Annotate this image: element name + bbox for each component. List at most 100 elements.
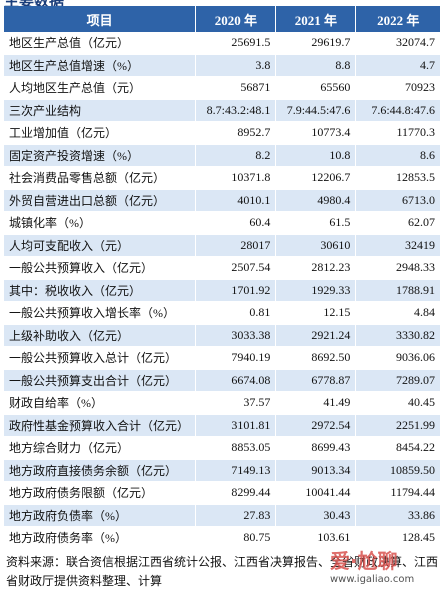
cell-value: 8699.43 (275, 436, 357, 460)
row-label: 一般公共预算支出合计（亿元） (4, 369, 197, 392)
table-row: 人均地区生产总值（元） 56871 65560 70923 (4, 76, 441, 100)
column-header: 2021 年 (275, 6, 357, 32)
watermark-brand: 爱·尬聊 (330, 549, 398, 573)
cell-value: 4.84 (355, 301, 441, 325)
row-label: 财政自给率（%） (4, 391, 197, 415)
table-row: 一般公共预算收入增长率（%） 0.81 12.15 4.84 (4, 301, 441, 325)
cell-value: 30610 (275, 234, 357, 257)
cell-value: 29619.7 (275, 32, 357, 55)
cell-value: 3101.81 (195, 414, 277, 437)
row-label: 地方政府直接债务余额（亿元） (4, 459, 197, 482)
row-label: 一般公共预算收入增长率（%） (4, 301, 197, 325)
cell-value: 41.49 (275, 391, 357, 415)
cell-value: 2921.24 (275, 324, 357, 347)
cell-value: 12853.5 (355, 166, 441, 190)
row-label: 地方政府债务限额（亿元） (4, 481, 197, 505)
table-row: 工业增加值（亿元） 8952.7 10773.4 11770.3 (4, 121, 441, 145)
cell-value: 12.15 (275, 301, 357, 325)
cell-value: 8853.05 (195, 436, 277, 460)
row-label: 工业增加值（亿元） (4, 121, 197, 145)
row-label: 地区生产总值（亿元） (4, 32, 197, 55)
table-row: 一般公共预算收入（亿元） 2507.54 2812.23 2948.33 (4, 256, 441, 280)
row-label: 固定资产投资增速（%） (4, 144, 197, 167)
cell-value: 80.75 (195, 526, 277, 550)
cell-value: 8952.7 (195, 121, 277, 145)
row-label: 三次产业结构 (4, 99, 197, 122)
cell-value: 60.4 (195, 211, 277, 235)
table-row: 地区生产总值（亿元） 25691.5 29619.7 32074.7 (4, 32, 441, 55)
cell-value: 1701.92 (195, 279, 277, 302)
cell-value: 33.86 (355, 504, 441, 527)
table-row: 地方政府负债率（%） 27.83 30.43 33.86 (4, 504, 441, 527)
cell-value: 10859.50 (355, 459, 441, 482)
cell-value: 6778.87 (275, 369, 357, 392)
table-row: 三次产业结构 8.7:43.2:48.1 7.9:44.5:47.6 7.6:44.8… (4, 99, 441, 122)
cell-value: 27.83 (195, 504, 277, 527)
cell-value: 7.6:44.8:47.6 (355, 99, 441, 122)
cell-value: 11794.44 (355, 481, 441, 505)
cell-value: 56871 (195, 76, 277, 100)
cell-value: 7940.19 (195, 346, 277, 370)
cell-value: 10773.4 (275, 121, 357, 145)
cell-value: 4980.4 (275, 189, 357, 212)
row-label: 一般公共预算收入（亿元） (4, 256, 197, 280)
table-row: 社会消费品零售总额（亿元） 10371.8 12206.7 12853.5 (4, 166, 441, 190)
row-label: 政府性基金预算收入合计（亿元） (4, 414, 197, 437)
column-header: 2020 年 (195, 6, 277, 32)
cell-value: 8692.50 (275, 346, 357, 370)
cell-value: 65560 (275, 76, 357, 100)
row-label: 城镇化率（%） (4, 211, 197, 235)
cell-value: 62.07 (355, 211, 441, 235)
cell-value: 7289.07 (355, 369, 441, 392)
cell-value: 2948.33 (355, 256, 441, 280)
row-label: 外贸自营进出口总额（亿元） (4, 189, 197, 212)
cell-value: 8.7:43.2:48.1 (195, 99, 277, 122)
cell-value: 0.81 (195, 301, 277, 325)
table-row: 固定资产投资增速（%） 8.2 10.8 8.6 (4, 144, 441, 167)
table-row: 地方政府债务限额（亿元） 8299.44 10041.44 11794.44 (4, 481, 441, 505)
row-label: 地方综合财力（亿元） (4, 436, 197, 460)
column-header: 2022 年 (355, 6, 441, 32)
table-row: 外贸自营进出口总额（亿元） 4010.1 4980.4 6713.0 (4, 189, 441, 212)
title: 主要数据 (4, 0, 65, 10)
watermark: 爱·尬聊 www.igaliao.com (330, 545, 414, 585)
cell-value: 103.61 (275, 526, 357, 550)
cell-value: 8299.44 (195, 481, 277, 505)
cell-value: 11770.3 (355, 121, 441, 145)
cell-value: 10041.44 (275, 481, 357, 505)
cell-value: 3.8 (195, 54, 277, 77)
header-row: 项目 2020 年 2021 年 2022 年 (4, 6, 441, 32)
cell-value: 7.9:44.5:47.6 (275, 99, 357, 122)
table-row: 其中：税收收入（亿元） 1701.92 1929.33 1788.91 (4, 279, 441, 302)
row-label: 上级补助收入（亿元） (4, 324, 197, 347)
row-label: 社会消费品零售总额（亿元） (4, 166, 197, 190)
table-row: 财政自给率（%） 37.57 41.49 40.45 (4, 391, 441, 415)
table-row: 一般公共预算支出合计（亿元） 6674.08 6778.87 7289.07 (4, 369, 441, 392)
cell-value: 70923 (355, 76, 441, 100)
source-note: 资料来源：联合资信根据江西省统计公报、江西省决算报告、全省财政决算、江西省财政厅… (6, 555, 439, 588)
row-label: 地区生产总值增速（%） (4, 54, 197, 77)
table-row: 地方综合财力（亿元） 8853.05 8699.43 8454.22 (4, 436, 441, 460)
cell-value: 9036.06 (355, 346, 441, 370)
cell-value: 25691.5 (195, 32, 277, 55)
data-table: 项目 2020 年 2021 年 2022 年地区生产总值（亿元） 25691.5 296… (4, 6, 441, 550)
cell-value: 4010.1 (195, 189, 277, 212)
cell-value: 30.43 (275, 504, 357, 527)
cell-value: 9013.34 (275, 459, 357, 482)
cell-value: 10371.8 (195, 166, 277, 190)
watermark-url: www.igaliao.com (330, 574, 415, 585)
cell-value: 3330.82 (355, 324, 441, 347)
cell-value: 37.57 (195, 391, 277, 415)
cell-value: 12206.7 (275, 166, 357, 190)
cell-value: 61.5 (275, 211, 357, 235)
cell-value: 1929.33 (275, 279, 357, 302)
cell-value: 6713.0 (355, 189, 441, 212)
table-row: 上级补助收入（亿元） 3033.38 2921.24 3330.82 (4, 324, 441, 347)
cell-value: 40.45 (355, 391, 441, 415)
cell-value: 6674.08 (195, 369, 277, 392)
cell-value: 8454.22 (355, 436, 441, 460)
cell-value: 2972.54 (275, 414, 357, 437)
cell-value: 32074.7 (355, 32, 441, 55)
cell-value: 2251.99 (355, 414, 441, 437)
